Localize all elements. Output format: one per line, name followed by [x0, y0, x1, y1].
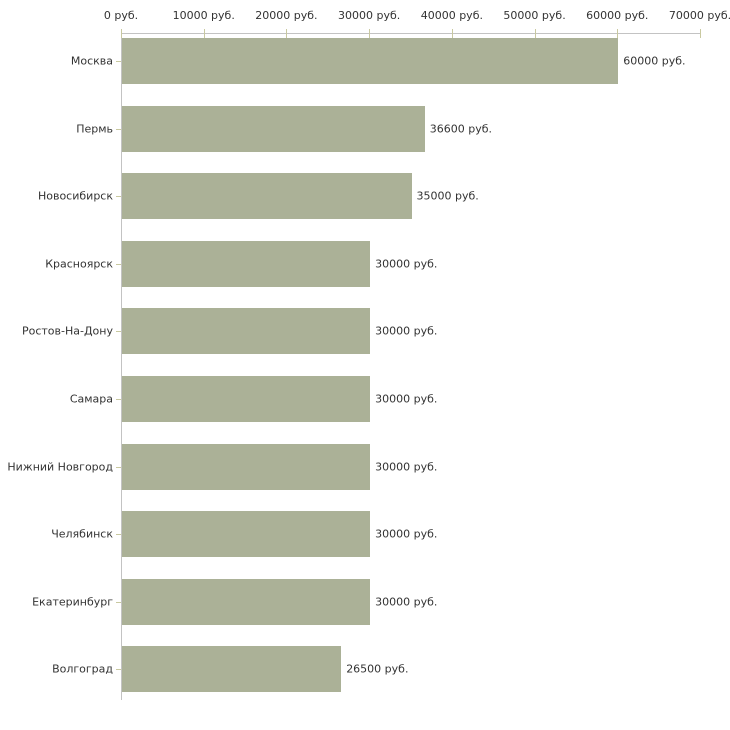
value-label: 30000 руб. — [375, 595, 438, 609]
category-label: Волгоград — [52, 662, 113, 676]
x-axis-tick-label: 20000 руб. — [255, 9, 318, 22]
x-axis-tick-mark — [700, 29, 701, 38]
bar — [122, 173, 412, 220]
category-label: Ростов-На-Дону — [21, 324, 113, 338]
y-axis-tick-mark — [116, 466, 121, 468]
bar — [122, 578, 371, 625]
bar — [122, 376, 371, 422]
value-label: 30000 руб. — [375, 392, 438, 406]
value-label: 36600 руб. — [429, 122, 492, 136]
category-label: Красноярск — [45, 257, 113, 271]
x-axis-tick-mark — [286, 29, 288, 38]
category-label: Самара — [69, 392, 113, 406]
x-axis-tick-label: 60000 руб. — [586, 9, 649, 22]
x-axis-tick-label: 0 руб. — [103, 9, 139, 22]
x-axis-tick-mark — [451, 29, 453, 38]
value-label: 60000 руб. — [623, 54, 686, 68]
bar — [122, 511, 371, 558]
x-axis-tick-mark — [203, 29, 205, 38]
x-axis-tick-label: 10000 руб. — [172, 9, 235, 22]
y-axis-line — [121, 33, 122, 700]
category-label: Екатеринбург — [32, 595, 113, 609]
bar — [122, 38, 619, 84]
category-label: Нижний Новгород — [7, 460, 113, 474]
value-label: 30000 руб. — [375, 460, 438, 474]
bar — [122, 308, 371, 355]
x-axis-tick-mark — [534, 29, 536, 38]
y-axis-tick-mark — [116, 128, 121, 130]
value-label: 30000 руб. — [375, 527, 438, 541]
x-axis-tick-mark — [369, 29, 371, 38]
x-axis-tick-label: 50000 руб. — [503, 9, 566, 22]
category-label: Москва — [70, 54, 113, 68]
y-axis-tick-mark — [116, 534, 121, 536]
x-axis-tick-label: 70000 руб. — [668, 9, 730, 22]
x-axis-tick-mark — [121, 29, 122, 38]
x-axis-tick-mark — [617, 29, 619, 38]
bar — [122, 443, 371, 490]
value-label: 26500 руб. — [346, 662, 409, 676]
bar — [122, 646, 342, 693]
y-axis-tick-mark — [116, 61, 121, 62]
y-axis-tick-mark — [116, 196, 121, 198]
y-axis-tick-mark — [116, 601, 121, 603]
value-label: 30000 руб. — [375, 257, 438, 271]
y-axis-tick-mark — [116, 399, 121, 400]
bar — [122, 105, 425, 152]
y-axis-tick-mark — [116, 263, 121, 265]
y-axis-tick-mark — [116, 331, 121, 333]
value-label: 30000 руб. — [375, 324, 438, 338]
x-axis-tick-label: 40000 руб. — [420, 9, 483, 22]
y-axis-tick-mark — [116, 669, 121, 671]
category-label: Челябинск — [51, 527, 113, 541]
bar — [122, 240, 371, 287]
x-axis-line — [121, 33, 701, 34]
x-axis-tick-label: 30000 руб. — [338, 9, 401, 22]
category-label: Пермь — [76, 122, 113, 136]
category-label: Новосибирск — [37, 189, 113, 203]
value-label: 35000 руб. — [416, 189, 479, 203]
